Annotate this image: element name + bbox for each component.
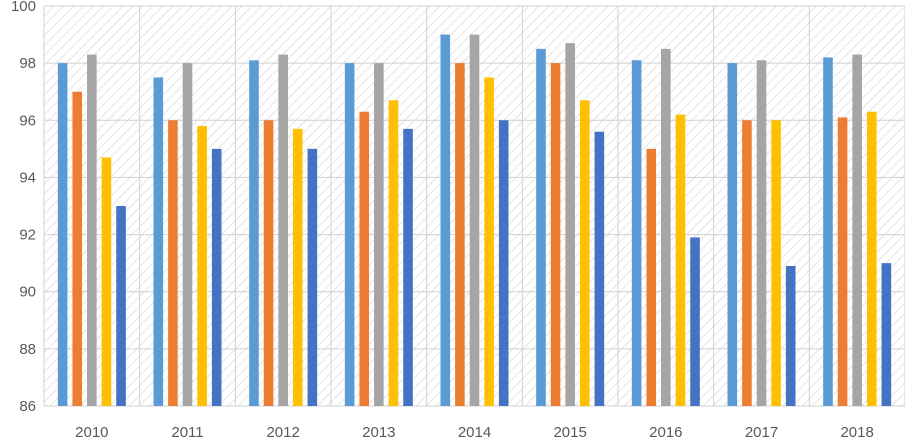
x-tick-label: 2013: [362, 424, 395, 440]
x-tick-label: 2015: [553, 424, 586, 440]
bar-2015-series-4: [579, 100, 590, 407]
y-tick-label: 92: [19, 227, 36, 244]
bar-2011-series-2: [168, 120, 178, 407]
x-tick-label: 2012: [266, 424, 299, 440]
x-tick-label: 2010: [75, 424, 108, 440]
bar-2010-series-4: [101, 157, 112, 406]
y-tick-label: 96: [19, 112, 36, 129]
bar-2016-series-1: [631, 60, 642, 407]
bar-2013-series-4: [388, 100, 399, 407]
bar-2018-series-3: [852, 54, 862, 406]
bar-2012-series-2: [263, 120, 274, 407]
bars: [57, 34, 892, 407]
bar-2016-series-2: [646, 148, 657, 406]
bar-2012-series-1: [249, 60, 259, 407]
bar-2011-series-4: [197, 126, 207, 406]
bar-2014-series-5: [498, 120, 509, 407]
y-tick-label: 88: [19, 341, 36, 358]
y-tick-label: 86: [19, 398, 36, 415]
bar-2011-series-5: [211, 148, 222, 406]
bar-2012-series-3: [278, 54, 288, 406]
x-tick-label: 2014: [458, 424, 491, 440]
bar-2018-series-2: [837, 117, 848, 406]
x-axis-tick-labels: 2010 2011 2012 2013 2014 2015 2016 2017 2018: [75, 424, 874, 440]
bar-2016-series-5: [690, 237, 700, 406]
x-tick-label: 2018: [840, 424, 873, 440]
bar-2014-series-3: [469, 34, 480, 406]
bar-2017-series-1: [727, 63, 738, 407]
bar-2016-series-3: [661, 48, 671, 406]
bar-2014-series-2: [455, 63, 465, 407]
bar-2010-series-5: [116, 206, 126, 406]
x-tick-label: 2017: [745, 424, 778, 440]
y-tick-label: 90: [19, 284, 36, 301]
bar-2018-series-1: [823, 57, 833, 407]
y-tick-label: 100: [11, 0, 36, 15]
bar-2013-series-5: [403, 128, 413, 406]
bar-2014-series-1: [440, 34, 451, 406]
bar-2017-series-5: [785, 266, 796, 406]
bar-2015-series-1: [536, 48, 546, 406]
bar-2010-series-2: [72, 91, 83, 406]
bar-2017-series-4: [771, 120, 781, 407]
bar-2010-series-3: [87, 54, 97, 406]
bar-2015-series-2: [550, 63, 561, 407]
bar-2018-series-4: [866, 111, 877, 406]
bar-2013-series-1: [344, 63, 355, 407]
y-axis-tick-labels: 86 88 90 92 94 96 98 100: [11, 0, 36, 415]
bar-2014-series-4: [484, 77, 494, 406]
bar-2013-series-2: [359, 111, 370, 406]
x-tick-label: 2011: [171, 424, 203, 440]
bar-2016-series-4: [675, 114, 686, 407]
bar-2012-series-5: [307, 148, 318, 406]
x-tick-label: 2016: [649, 424, 682, 440]
bar-2017-series-2: [742, 120, 752, 407]
bar-2018-series-5: [881, 263, 892, 406]
y-tick-label: 98: [19, 55, 36, 72]
bar-2015-series-3: [565, 43, 575, 407]
bar-2015-series-5: [594, 131, 605, 406]
bar-2011-series-1: [153, 77, 164, 406]
bar-2013-series-3: [374, 63, 384, 407]
bar-2010-series-1: [57, 63, 68, 407]
bar-2012-series-4: [292, 128, 303, 406]
y-tick-label: 94: [19, 169, 36, 186]
bar-2017-series-3: [756, 60, 767, 407]
bar-2011-series-3: [182, 63, 193, 407]
